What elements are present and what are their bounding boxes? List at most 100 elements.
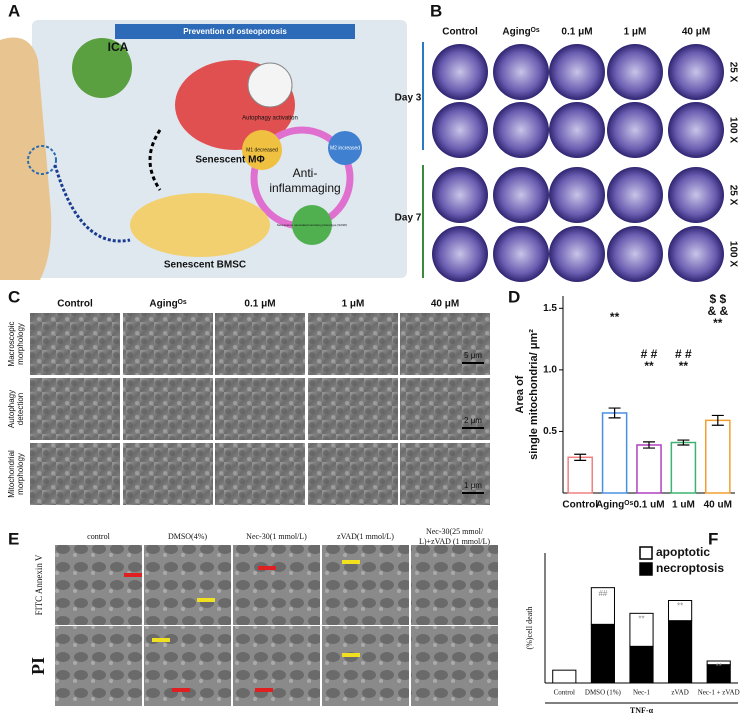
bar-segment	[552, 669, 577, 684]
row-label: PI	[28, 657, 48, 675]
annotation: **	[610, 310, 620, 324]
annotation: $ $	[709, 292, 726, 306]
column-header: Nec-30(25 mmol/	[426, 527, 484, 536]
y-tick-label: 1.5	[543, 303, 557, 314]
column-header: Control	[57, 299, 93, 310]
stain-image	[549, 44, 605, 100]
em-image	[308, 443, 398, 505]
y-axis-label: single mitochondria/ μm²	[528, 329, 540, 460]
stain-image	[493, 226, 549, 282]
em-image	[411, 626, 498, 706]
bar-segment	[706, 660, 731, 666]
em-image	[233, 545, 320, 625]
ica: ICA	[108, 40, 129, 54]
annotation: **	[713, 316, 723, 330]
bone	[0, 37, 52, 280]
x-tick-label: Control	[562, 500, 598, 511]
arrow	[148, 129, 162, 191]
x-tick-label: DMSO (1%)	[585, 689, 622, 697]
y-tick-label: 1.0	[543, 365, 557, 376]
annotation: **	[677, 602, 683, 611]
em-image	[322, 545, 409, 625]
magnification: 25 X	[727, 185, 738, 206]
em-image	[400, 443, 490, 505]
scale-bar-label: 5 μm	[464, 351, 482, 360]
em-image	[411, 545, 498, 625]
column-header: 1 μM	[624, 27, 647, 38]
bar-segment	[668, 600, 693, 622]
sasp-circle	[292, 205, 332, 245]
em-image	[144, 545, 231, 625]
error-bar	[711, 414, 724, 426]
x-tick-label: Nec-1	[633, 689, 651, 697]
m2-circle	[328, 131, 362, 165]
stain-image	[549, 102, 605, 158]
em-image	[215, 443, 305, 505]
panel-label: D	[508, 287, 520, 306]
em-image	[215, 313, 305, 375]
em-image	[55, 545, 142, 625]
em-image	[308, 378, 398, 440]
annotation: # #	[641, 347, 658, 361]
scale-bar-label: 2 μm	[464, 416, 482, 425]
x-tick-label: Nec-1 + zVAD	[698, 689, 740, 697]
sasp-text: Senescence associated secretory phenotyp…	[277, 223, 348, 227]
em-image	[400, 313, 490, 375]
row-label: detection	[16, 393, 25, 425]
column-header: 40 μM	[431, 299, 459, 310]
panel-label: F	[708, 529, 718, 548]
row-label: morphology	[16, 453, 25, 495]
stain-image	[607, 167, 663, 223]
stain-image	[493, 167, 549, 223]
annotation: ##	[598, 589, 607, 598]
stain-image	[549, 226, 605, 282]
column-header: zVAD(1 mmol/L)	[337, 532, 394, 541]
stain-image	[493, 44, 549, 100]
stain-image	[668, 167, 724, 223]
legend-swatch	[639, 546, 653, 560]
x-tick-label: Control	[554, 689, 575, 697]
em-image	[123, 378, 213, 440]
bar	[705, 419, 731, 494]
banner	[115, 24, 355, 39]
bar	[567, 456, 593, 494]
em-image	[215, 378, 305, 440]
column-header: control	[87, 532, 110, 541]
bar-segment	[590, 623, 615, 684]
ica-circle	[72, 38, 132, 98]
bone-circle	[27, 145, 57, 175]
em-image	[233, 626, 320, 706]
column-header: 40 μM	[682, 27, 710, 38]
m1-text: M1 decreased	[246, 147, 278, 153]
em-image	[30, 443, 120, 505]
scale-bar-label: 1 μm	[464, 481, 482, 490]
legend-label: necroptosis	[656, 561, 724, 575]
x-axis-label: TNF-α	[630, 706, 654, 715]
stain-image	[493, 102, 549, 158]
legend-swatch	[639, 562, 653, 576]
bar-segment	[590, 587, 615, 625]
panel-label: B	[430, 1, 442, 20]
y-axis-label: (%)cell death	[525, 607, 534, 650]
em-image	[123, 313, 213, 375]
autophagy-circle	[247, 62, 293, 108]
bar	[601, 412, 628, 494]
bar	[670, 441, 697, 494]
column-header: Control	[442, 27, 478, 38]
x-tick-label: zVAD	[671, 689, 688, 697]
row-label: Day 7	[395, 213, 422, 224]
em-image	[123, 443, 213, 505]
em-image	[322, 626, 409, 706]
senescent-bmsc: Senescent BMSC	[164, 260, 246, 271]
column-header: 0.1 μM	[244, 299, 275, 310]
bar-segment	[668, 620, 693, 684]
bar	[636, 444, 662, 494]
em-image	[30, 378, 120, 440]
annotation: # #	[675, 347, 692, 361]
anti-inflammaging: inflammaging	[269, 181, 340, 195]
stain-image	[549, 167, 605, 223]
stain-image	[668, 44, 724, 100]
em-image	[308, 313, 398, 375]
panel-a: Prevention of osteoporosis ICA Senescent…	[0, 20, 407, 280]
